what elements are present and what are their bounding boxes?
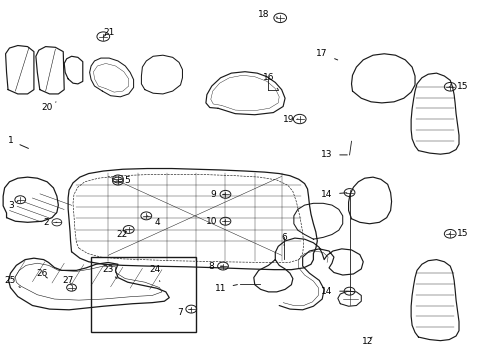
Text: 24: 24 [149,265,160,282]
Text: 7: 7 [178,308,191,317]
Text: 12: 12 [362,337,373,346]
Text: 13: 13 [321,150,347,159]
Text: 23: 23 [102,265,117,279]
Text: 15: 15 [449,82,468,91]
Text: 21: 21 [103,28,115,37]
Text: 11: 11 [215,284,237,293]
Text: 26: 26 [37,269,48,278]
Text: 6: 6 [281,233,287,246]
Bar [91,257,196,332]
Text: 17: 17 [317,49,338,60]
Text: 20: 20 [42,102,56,112]
Text: 3: 3 [8,201,18,210]
Text: 10: 10 [206,217,225,226]
Text: 16: 16 [263,73,278,90]
Text: 8: 8 [208,262,223,271]
Text: 18: 18 [258,10,277,19]
Text: 25: 25 [5,276,20,288]
Text: 4: 4 [147,216,160,227]
Text: 14: 14 [321,190,347,199]
Text: 5: 5 [120,176,130,185]
Text: 19: 19 [283,114,298,123]
Text: 1: 1 [7,136,28,148]
Text: 9: 9 [210,190,225,199]
Text: 27: 27 [62,276,74,285]
Text: 15: 15 [449,229,468,238]
Text: 22: 22 [116,230,127,239]
Text: 14: 14 [321,287,347,296]
Text: 2: 2 [43,218,57,227]
